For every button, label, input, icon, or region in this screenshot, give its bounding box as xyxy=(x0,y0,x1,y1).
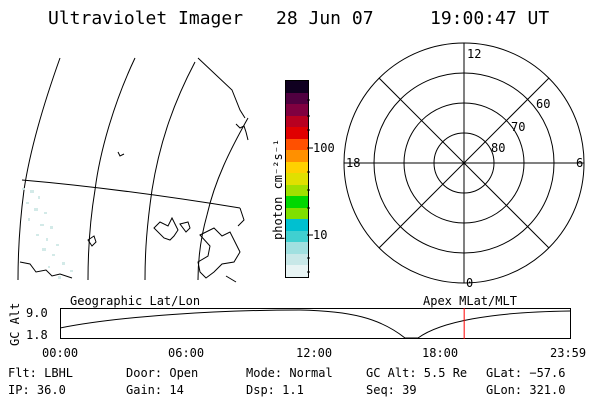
color-scale-segment xyxy=(286,104,308,116)
mode-status: Mode: Normal xyxy=(246,366,333,380)
color-scale-segment xyxy=(286,80,308,93)
mlt-label-12: 12 xyxy=(467,47,482,61)
instrument-title: Ultraviolet Imager xyxy=(48,8,244,29)
lat-label-80: 80 xyxy=(491,141,506,155)
color-scale-segment xyxy=(286,207,308,220)
gc-altitude-status: GC Alt: 5.5 Re xyxy=(366,366,468,380)
color-scale-segment xyxy=(286,196,308,208)
door-status: Door: Open xyxy=(126,366,199,380)
color-scale-segment xyxy=(286,265,308,277)
color-scale-segment xyxy=(286,253,308,266)
timeline-frame xyxy=(60,308,571,339)
polar-magnetic-plot xyxy=(343,42,585,284)
color-scale-segment xyxy=(286,230,308,243)
color-scale-segment xyxy=(286,150,308,162)
diagonal-line xyxy=(378,77,550,249)
apex-label: Apex MLat/MLT xyxy=(423,294,517,308)
geographic-map xyxy=(17,57,249,283)
color-scale-segment xyxy=(286,184,308,197)
time-tick-1200: 12:00 xyxy=(296,346,333,360)
color-scale-segment xyxy=(286,173,308,185)
lat-label-60: 60 xyxy=(536,97,551,111)
observation-time: 19:00:47 UT xyxy=(430,8,550,29)
time-tick-0600: 06:00 xyxy=(168,346,205,360)
color-scale-segment xyxy=(286,92,308,105)
meridian-line xyxy=(197,117,249,281)
color-scale-segment xyxy=(286,161,308,174)
lat-label-70: 70 xyxy=(511,120,526,134)
geo-latitude-status: GLat: −57.6 xyxy=(486,366,566,380)
meridian-line xyxy=(144,61,196,281)
colorbar-tick-10: 10 xyxy=(313,228,328,242)
coast-line xyxy=(197,57,246,119)
color-scale-segment xyxy=(286,127,308,139)
altitude-min-label: 1.8 xyxy=(26,328,48,342)
color-scale-bar xyxy=(285,80,309,278)
time-tick-2359: 23:59 xyxy=(550,346,587,360)
dsp-status: Dsp: 1.1 xyxy=(246,383,304,397)
uv-emission-speckle xyxy=(22,188,73,279)
color-scale-segment xyxy=(286,242,308,254)
coastline-outline xyxy=(19,123,249,283)
parallel-line xyxy=(21,179,241,209)
color-scale-segment xyxy=(286,115,308,128)
observation-date: 28 Jun 07 xyxy=(276,8,374,29)
meridian-line xyxy=(87,57,136,281)
time-tick-0000: 00:00 xyxy=(42,346,79,360)
sequence-status: Seq: 39 xyxy=(366,383,417,397)
color-scale-segment xyxy=(286,138,308,151)
mlt-label-6: 6 xyxy=(576,156,584,170)
geo-longitude-status: GLon: 321.0 xyxy=(486,383,566,397)
time-tick-1800: 18:00 xyxy=(422,346,459,360)
color-scale-ticks xyxy=(307,99,313,273)
altitude-axis-title: GC Alt xyxy=(8,302,22,346)
color-scale-segment xyxy=(286,219,308,231)
altitude-timeline-plot xyxy=(60,308,571,339)
mlt-label-0: 0 xyxy=(466,276,474,290)
colorbar-unit-label: photon cm⁻²s⁻¹ xyxy=(271,138,285,240)
ip-status: IP: 36.0 xyxy=(8,383,66,397)
filter-status: Flt: LBHL xyxy=(8,366,74,380)
meridian-line xyxy=(17,57,61,281)
geographic-label: Geographic Lat/Lon xyxy=(70,294,201,308)
altitude-max-label: 9.0 xyxy=(26,306,48,320)
altitude-curve xyxy=(60,309,571,339)
mlt-label-18: 18 xyxy=(346,156,361,170)
colorbar-tick-100: 100 xyxy=(313,141,335,155)
gain-status: Gain: 14 xyxy=(126,383,184,397)
